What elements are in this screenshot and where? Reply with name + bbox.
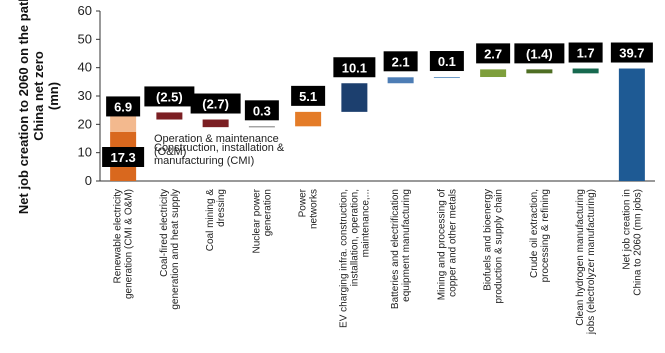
y-tick-label: 60 [78, 3, 92, 18]
bar [202, 119, 229, 128]
data-label-box [144, 86, 195, 107]
category-label: EV charging infra. construction,installa… [338, 189, 371, 328]
category-label: Powernetworks [298, 188, 320, 229]
category-label: Renewable electricitygeneration (CMI & O… [113, 189, 135, 299]
data-label-box [429, 51, 464, 72]
bar [480, 69, 507, 78]
y-tick-label: 30 [78, 88, 92, 103]
data-label-box [244, 100, 279, 121]
data-label: 2.7 [484, 46, 502, 61]
category-label: Batteries and electrificationequipment m… [390, 189, 412, 309]
bar [295, 111, 322, 127]
bar [248, 126, 275, 128]
data-label-box [476, 43, 511, 64]
category-label: Clean hydrogen manufacturingjobs (electr… [575, 189, 597, 335]
bar [341, 83, 368, 112]
bar [618, 68, 645, 181]
data-label-box [333, 57, 376, 78]
y-tick-label: 40 [78, 60, 92, 75]
x-axis-labels: Renewable electricitygeneration (CMI & O… [113, 188, 644, 335]
data-label: 5.1 [299, 89, 317, 104]
y-tick-label: 20 [78, 116, 92, 131]
category-label: Coal mining &dressing [205, 189, 227, 252]
data-label: 6.9 [114, 99, 132, 114]
data-label-box [291, 85, 326, 106]
bar [156, 112, 183, 120]
data-label-box [102, 147, 145, 167]
category-label: Biofuels and bioenergyproduction & suppl… [483, 189, 505, 304]
data-label: (2.7) [202, 97, 229, 112]
data-label-box [106, 96, 141, 117]
data-label: 0.3 [253, 103, 271, 118]
data-label: 1.7 [577, 46, 595, 61]
breakdown-annotation: Construction, installation & manufacturin… [154, 142, 285, 167]
category-label: Mining and processing ofcopper and other… [436, 189, 458, 300]
data-label: (1.4) [526, 46, 553, 61]
y-tick-label: 10 [78, 145, 92, 160]
y-tick-label: 0 [85, 173, 92, 188]
bar [433, 77, 460, 79]
data-label-box [190, 93, 241, 114]
data-label: (2.5) [156, 89, 183, 104]
data-label-box [383, 51, 418, 72]
data-label: 17.3 [110, 150, 135, 165]
category-label: Net job creation inChina to 2060 (mn job… [621, 189, 643, 296]
category-label: Coal-fired electricitygeneration and hea… [159, 189, 181, 310]
data-label-box [514, 43, 565, 64]
data-label-box [610, 42, 653, 63]
data-labels: 6.9 (2.5) (2.7) 0.3 5.1 10.1 2.1 0.1 2.7 (1.4) 1.7… [102, 42, 653, 167]
category-label: Nuclear powergeneration [251, 188, 273, 253]
annotations: Operation & maintenance (O&M)Construction… [154, 133, 285, 167]
data-label: 10.1 [342, 60, 367, 75]
y-axis-title: Net job creation to 2060 on the path toC… [16, 0, 61, 214]
y-axis: 0 10 20 30 40 50 60 [78, 3, 655, 188]
y-tick-label: 50 [78, 31, 92, 46]
bar [526, 69, 553, 74]
breakdown-annotation: Operation & maintenance (O&M) [154, 133, 279, 158]
data-label: 2.1 [392, 54, 410, 69]
bar-segment [110, 112, 137, 132]
bar [387, 77, 414, 84]
bar [572, 68, 599, 74]
data-label: 39.7 [619, 46, 644, 61]
data-label-box [568, 42, 603, 63]
category-label: Crude oil extraction,processing & refini… [529, 189, 551, 282]
data-label: 0.1 [438, 54, 456, 69]
